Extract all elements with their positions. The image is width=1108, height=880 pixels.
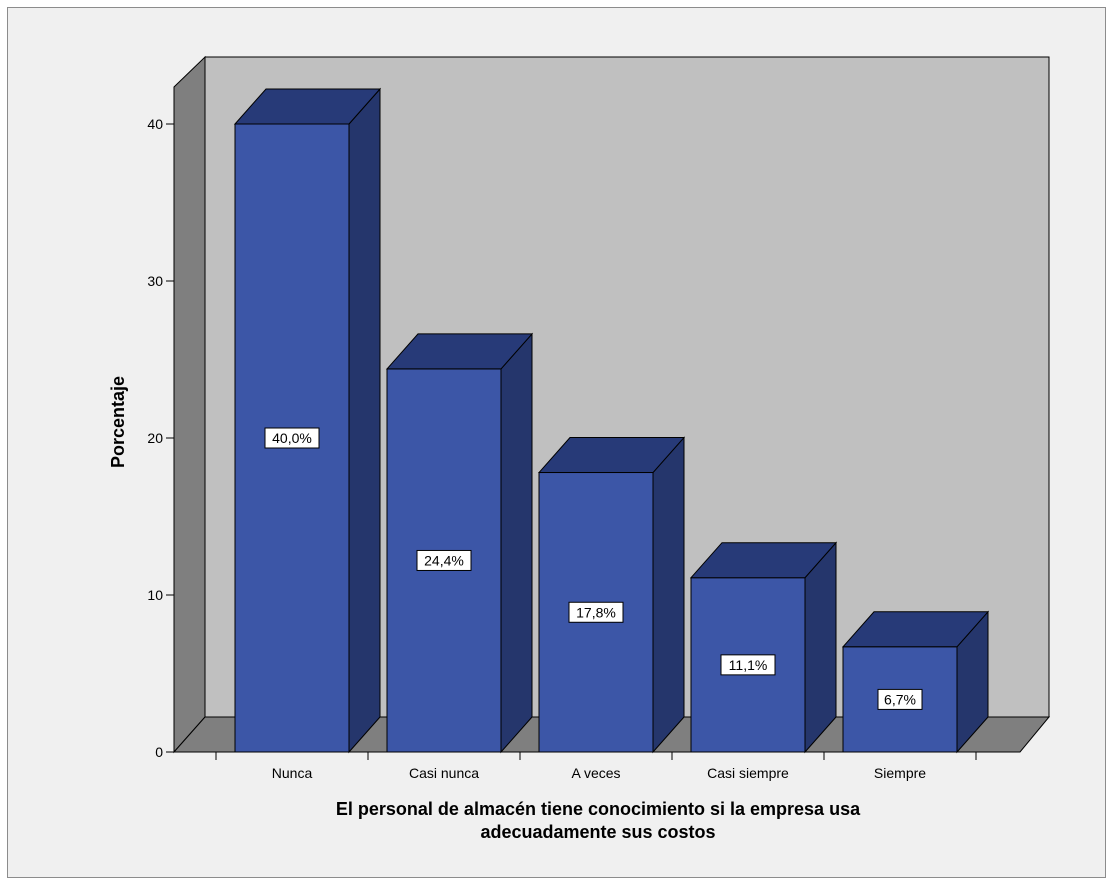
y-tick-label: 10: [147, 587, 163, 603]
bar: 40,0%: [233, 87, 382, 754]
bar-side: [500, 332, 533, 754]
data-label: 40,0%: [272, 430, 312, 446]
bar-front: [690, 577, 806, 753]
y-tick-label: 20: [147, 430, 163, 446]
bar: 11,1%: [689, 541, 838, 754]
y-tick-label: 0: [155, 744, 163, 760]
left-wall: [173, 55, 206, 754]
x-category-label: Casi nunca: [409, 765, 479, 781]
data-label: 17,8%: [576, 604, 616, 620]
data-label: 24,4%: [424, 552, 464, 568]
bar: 24,4%: [385, 332, 534, 754]
y-tick-label: 30: [147, 273, 163, 289]
data-label-box: [568, 601, 624, 623]
x-category-label: Casi siempre: [707, 765, 789, 781]
x-axis-title-line-2: adecuadamente sus costos: [480, 822, 715, 842]
bar-side: [804, 541, 837, 754]
bar-top: [385, 333, 534, 370]
x-category-label: Nunca: [272, 765, 313, 781]
bar-top: [689, 542, 838, 579]
bar-top: [537, 437, 686, 474]
data-label: 11,1%: [729, 657, 768, 673]
x-axis-title-line-1: El personal de almacén tiene conocimient…: [336, 799, 861, 819]
bar: 17,8%: [537, 436, 686, 754]
bar-side: [652, 436, 685, 754]
bar-top: [841, 611, 990, 648]
y-axis-title: Porcentaje: [108, 376, 128, 468]
bar-side: [348, 87, 381, 754]
x-category-label: Siempre: [874, 765, 926, 781]
data-label-box: [264, 427, 320, 449]
bar-top: [233, 88, 382, 125]
data-label: 6,7%: [884, 691, 916, 707]
data-label-box: [416, 549, 472, 571]
y-tick-label: 40: [147, 116, 163, 132]
data-label-box: [720, 654, 776, 676]
data-label-box: [877, 688, 923, 710]
x-category-label: A veces: [571, 765, 620, 781]
bar: 6,7%: [841, 610, 990, 754]
